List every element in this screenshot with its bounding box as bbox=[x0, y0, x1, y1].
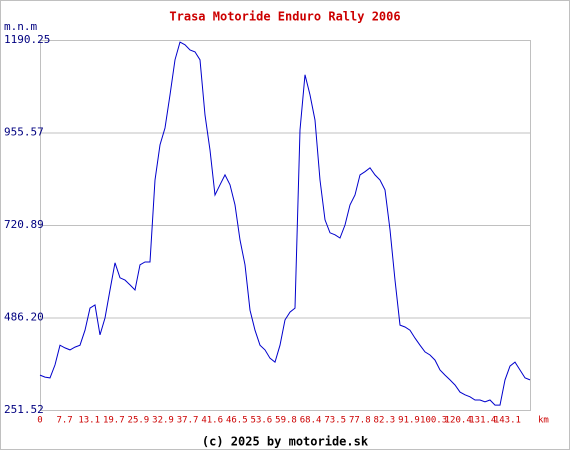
x-tick-label: 68.4 bbox=[300, 416, 322, 426]
x-tick-label: 13.1 bbox=[78, 416, 100, 426]
x-axis-unit: km bbox=[538, 416, 549, 426]
x-tick-label: 77.8 bbox=[349, 416, 371, 426]
elevation-line bbox=[39, 41, 531, 406]
x-tick-label: 100.3 bbox=[420, 416, 447, 426]
x-tick-label: 91.9 bbox=[398, 416, 420, 426]
x-tick-label: 19.7 bbox=[103, 416, 125, 426]
y-tick-label: 251.52 bbox=[4, 403, 44, 416]
x-tick-label: 41.6 bbox=[201, 416, 223, 426]
footer: (c) 2025 by motoride.sk bbox=[202, 435, 369, 449]
y-tick-label: 1190.25 bbox=[4, 33, 50, 46]
x-tick-label: 0 bbox=[37, 416, 42, 426]
y-axis-label: m.n.m bbox=[4, 20, 37, 33]
x-tick-label: 7.7 bbox=[56, 416, 72, 426]
x-tick-label: 53.6 bbox=[251, 416, 273, 426]
x-tick-label: 32.9 bbox=[152, 416, 174, 426]
x-tick-label: 120.4 bbox=[445, 416, 472, 426]
x-tick-label: 131.4 bbox=[469, 416, 496, 426]
y-tick-label: 486.20 bbox=[4, 311, 44, 324]
y-tick-label: 955.57 bbox=[4, 125, 44, 138]
x-tick-label: 59.8 bbox=[275, 416, 297, 426]
x-tick-label: 37.7 bbox=[177, 416, 199, 426]
chart-title: Trasa Motoride Enduro Rally 2006 bbox=[169, 10, 400, 24]
x-tick-label: 143.1 bbox=[494, 416, 521, 426]
x-tick-label: 25.9 bbox=[128, 416, 150, 426]
x-tick-label: 46.5 bbox=[226, 416, 248, 426]
x-tick-label: 73.5 bbox=[324, 416, 346, 426]
y-tick-label: 720.89 bbox=[4, 218, 44, 231]
x-tick-label: 82.3 bbox=[374, 416, 396, 426]
